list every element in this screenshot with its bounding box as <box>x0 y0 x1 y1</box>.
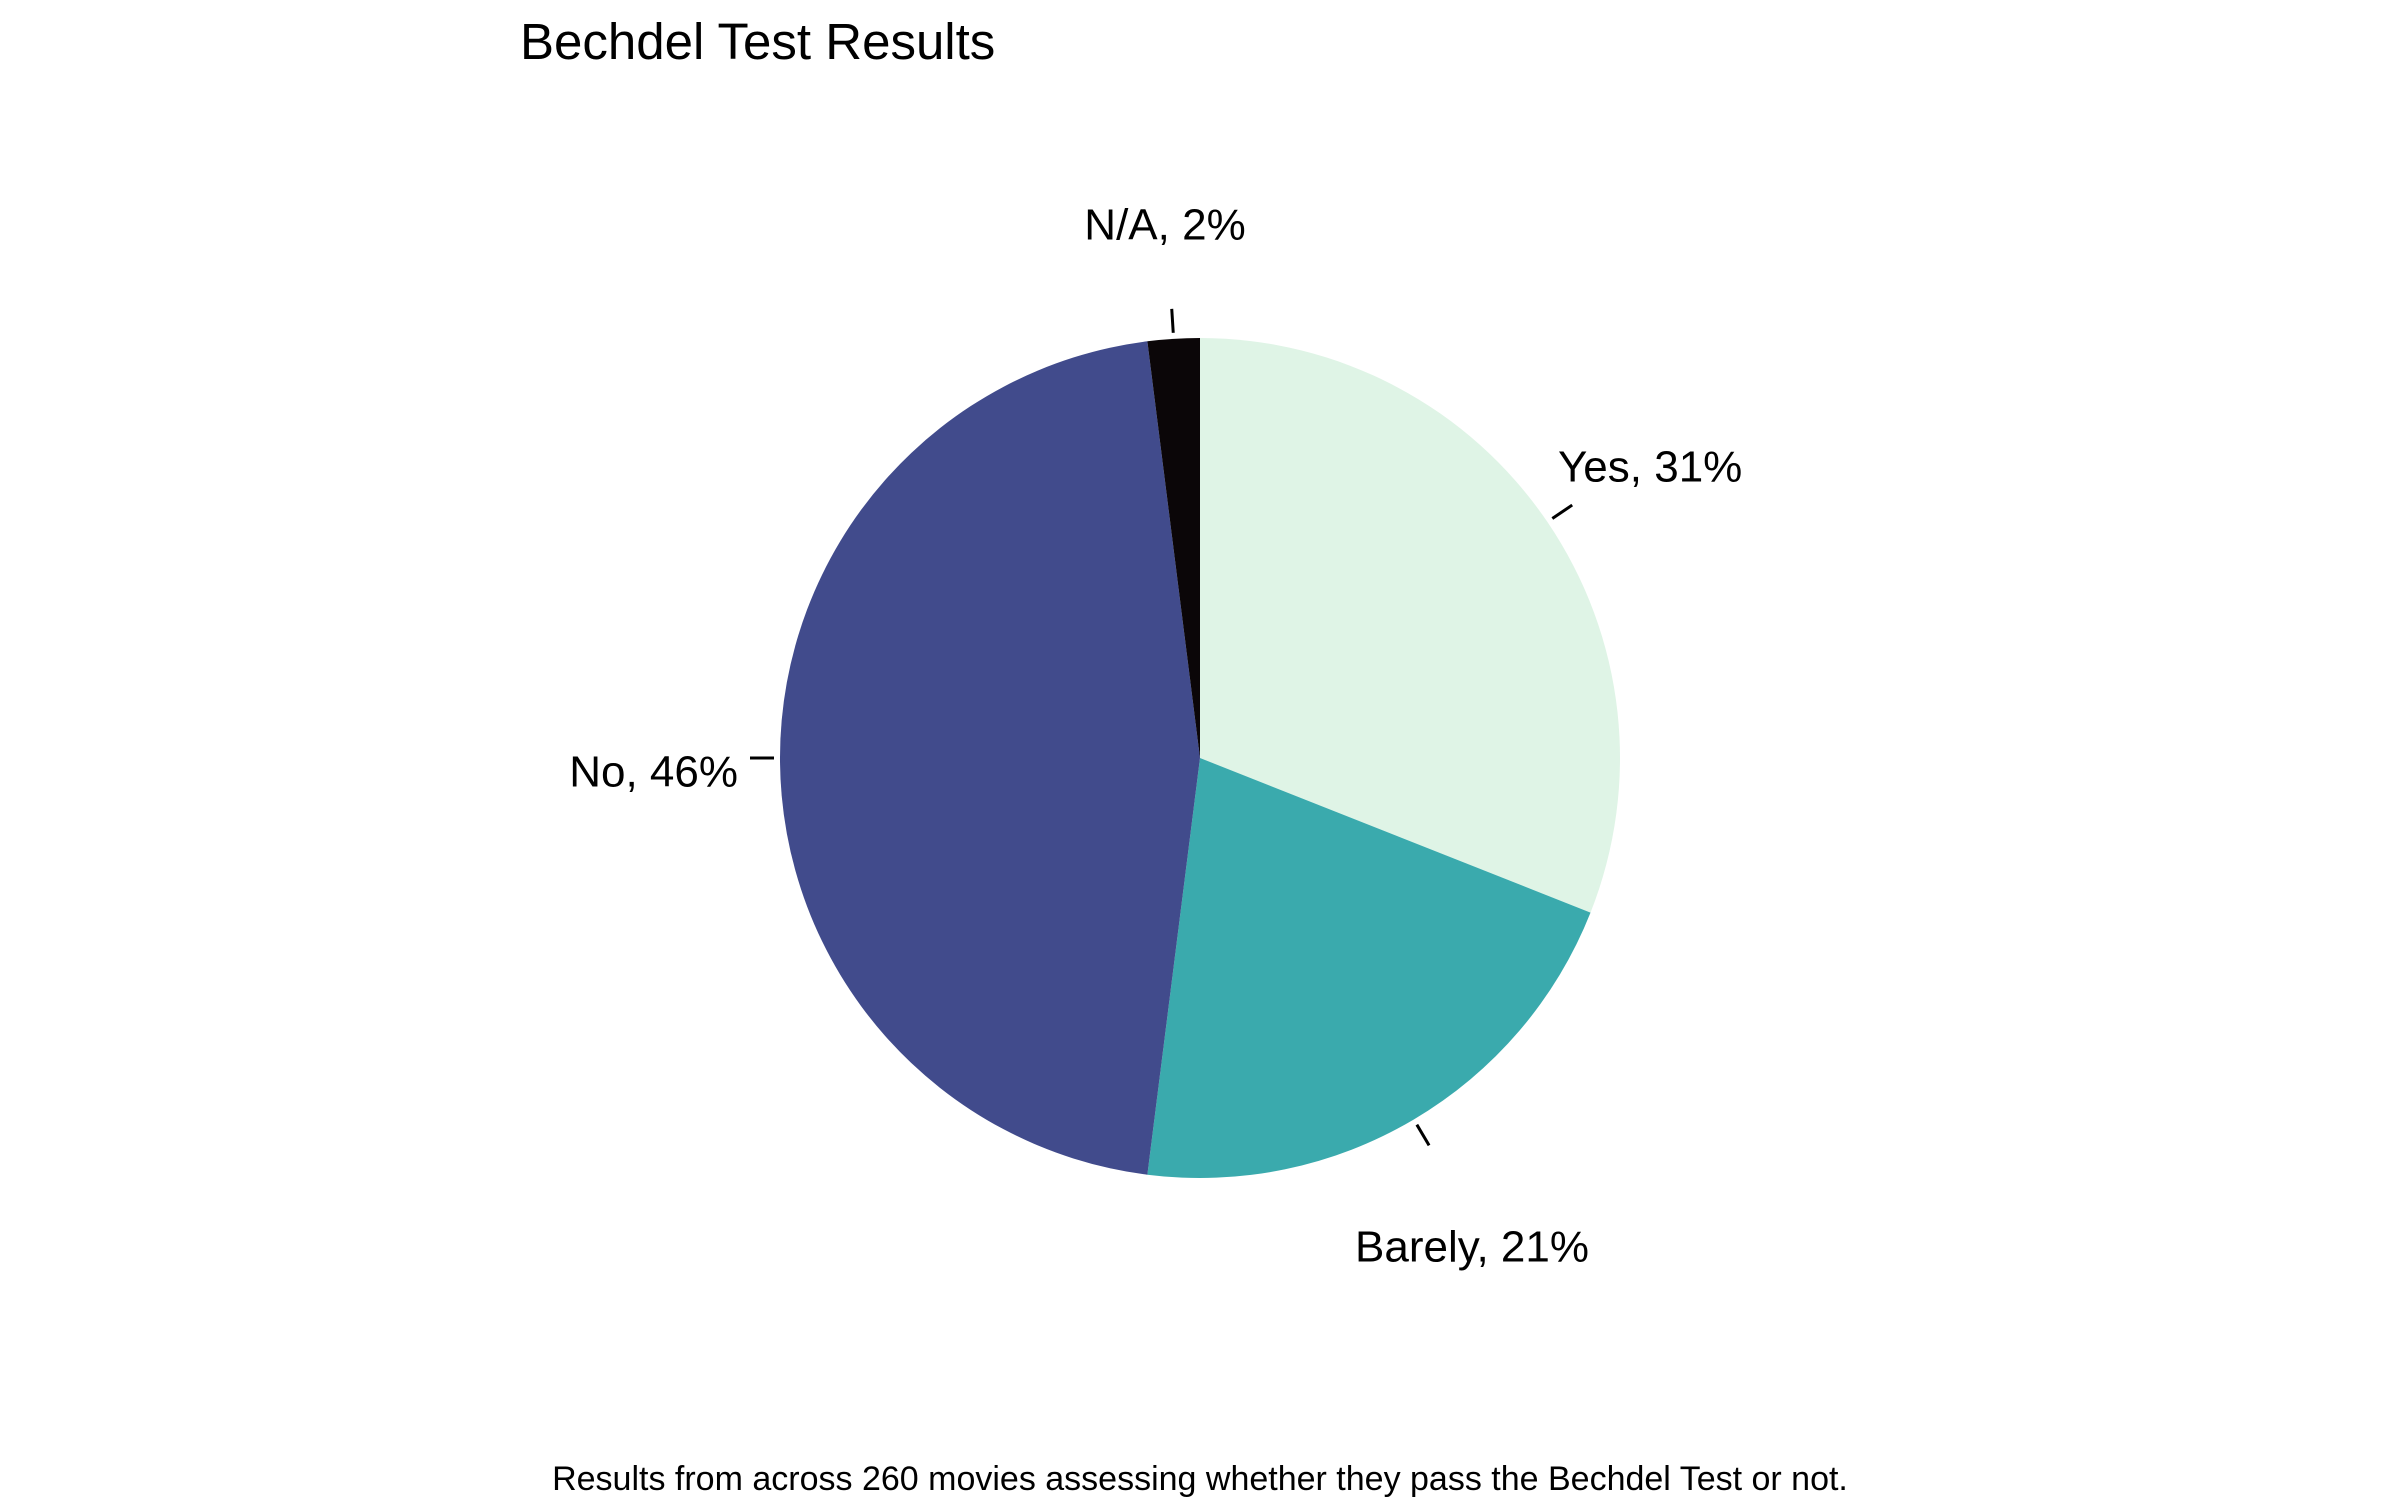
pie-slice-yes <box>1200 338 1621 913</box>
pie-slice-no <box>779 341 1200 1175</box>
pie-slice-barely <box>1147 758 1591 1179</box>
label-ticks <box>750 308 1574 1147</box>
slice-labels: Yes, 31% Barely, 21% No, 46% N/A, 2% <box>569 201 1742 1272</box>
pie-slices <box>779 338 1621 1179</box>
label-tick-yes <box>1551 503 1574 520</box>
slice-label-barely: Barely, 21% <box>1355 1223 1589 1272</box>
slice-label-n-a: N/A, 2% <box>1084 201 1245 250</box>
chart-caption: Results from across 260 movies assessing… <box>552 1460 1848 1498</box>
slice-label-no: No, 46% <box>569 748 738 797</box>
label-tick-barely <box>1415 1123 1431 1147</box>
pie-slice-n-a <box>1147 338 1200 758</box>
slice-label-yes: Yes, 31% <box>1558 443 1742 492</box>
chart-title: Bechdel Test Results <box>520 13 996 70</box>
label-tick-n-a <box>1170 308 1175 333</box>
